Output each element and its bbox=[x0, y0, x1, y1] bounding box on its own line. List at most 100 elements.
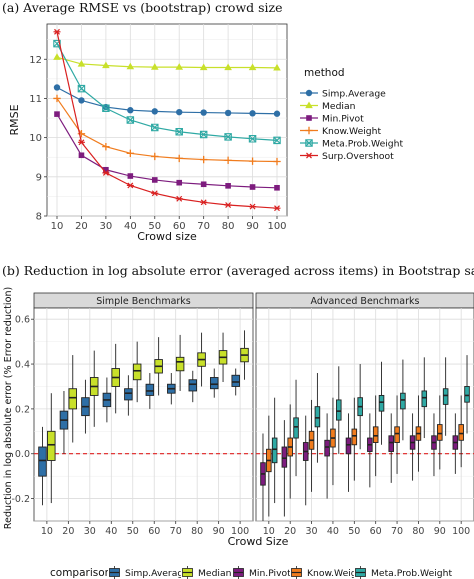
box-median bbox=[218, 332, 228, 382]
data-point-simp-average bbox=[249, 110, 256, 117]
data-point-simp-average bbox=[273, 110, 281, 117]
box-meta-prob-weight bbox=[336, 366, 342, 454]
data-point-know-weight bbox=[151, 152, 159, 161]
data-point-meta-prob-weight bbox=[77, 84, 86, 93]
legend-label: Simp.Average bbox=[322, 89, 386, 100]
data-point-median bbox=[150, 63, 159, 70]
box-simp-average bbox=[231, 368, 240, 396]
box-median bbox=[154, 337, 163, 396]
data-point-know-weight bbox=[248, 157, 257, 165]
box-know-weight bbox=[394, 395, 400, 474]
legend-label: Simp.Average bbox=[125, 568, 189, 579]
data-point-meta-prob-weight bbox=[224, 133, 232, 141]
data-point-know-weight bbox=[126, 149, 135, 158]
data-point-min-pivot bbox=[127, 173, 134, 179]
data-point-surp-overshoot bbox=[53, 28, 61, 35]
figure-a-gridlines bbox=[47, 24, 287, 217]
box-body bbox=[132, 363, 142, 381]
box-median bbox=[47, 393, 56, 504]
data-point-min-pivot bbox=[225, 183, 231, 189]
box-know-weight bbox=[308, 399, 315, 492]
box-simp-average bbox=[167, 373, 176, 405]
y-tick-label: 8 bbox=[36, 212, 42, 223]
x-tick-label: 40 bbox=[124, 221, 137, 232]
legend-marker bbox=[305, 139, 313, 147]
data-point-median bbox=[77, 59, 86, 67]
y-tick-label: 12 bbox=[29, 55, 42, 66]
box-body bbox=[188, 379, 198, 392]
data-point-meta-prob-weight bbox=[199, 130, 208, 139]
x-tick-label: 60 bbox=[370, 526, 382, 537]
box-simp-average bbox=[38, 426, 47, 506]
box-body bbox=[388, 435, 394, 452]
x-tick-label: 70 bbox=[197, 221, 210, 232]
data-point-simp-average bbox=[224, 109, 232, 117]
legend-label: Know.Weight bbox=[307, 568, 366, 579]
data-point-know-weight bbox=[175, 154, 183, 163]
x-tick-label: 80 bbox=[191, 526, 203, 537]
series-line-meta-prob-weight bbox=[56, 43, 278, 141]
data-point-min-pivot bbox=[200, 181, 207, 188]
data-point-min-pivot bbox=[249, 184, 256, 190]
x-tick-label: 100 bbox=[267, 221, 286, 232]
box-meta-prob-weight bbox=[271, 397, 278, 504]
data-point-meta-prob-weight bbox=[102, 104, 110, 112]
legend-item-surp-overshoot: Surp.Overshoot bbox=[300, 151, 394, 162]
box-min-pivot bbox=[388, 413, 394, 483]
x-tick-label: 30 bbox=[306, 526, 318, 537]
y-tick-label: 10 bbox=[29, 133, 42, 144]
x-tick-label: 50 bbox=[127, 526, 139, 537]
legend-item-simp-average: Simp.Average bbox=[108, 566, 189, 579]
figure-a-plot-background bbox=[46, 23, 288, 217]
figure-a-y-ticks: 8 9 10 11 12 bbox=[29, 55, 47, 223]
data-point-median bbox=[273, 63, 281, 71]
box-body bbox=[400, 392, 406, 410]
data-point-median bbox=[175, 63, 184, 70]
facet-strip-label: Simple Benchmarks bbox=[96, 296, 191, 307]
box-meta-prob-weight bbox=[378, 361, 385, 445]
box-meta-prob-weight bbox=[293, 379, 299, 477]
box-body bbox=[209, 377, 219, 390]
data-point-know-weight bbox=[53, 94, 61, 103]
legend-item-meta-prob-weight: Meta.Prob.Weight bbox=[300, 139, 403, 150]
legend-label: Surp.Overshoot bbox=[322, 151, 394, 162]
figure-a-title: (a) Average RMSE vs (bootstrap) crowd si… bbox=[2, 0, 283, 15]
legend-item-median: Median bbox=[300, 101, 356, 112]
data-point-simp-average bbox=[53, 84, 61, 91]
data-point-meta-prob-weight bbox=[126, 116, 135, 124]
data-point-surp-overshoot bbox=[126, 182, 134, 189]
legend-label: Meta.Prob.Weight bbox=[322, 139, 403, 150]
box-min-pivot bbox=[367, 413, 373, 488]
box-body bbox=[293, 417, 299, 439]
box-body bbox=[175, 356, 185, 372]
series-know-weight bbox=[53, 94, 281, 166]
data-point-min-pivot bbox=[103, 166, 109, 173]
x-tick-label: 70 bbox=[391, 526, 403, 537]
x-tick-label: 50 bbox=[348, 526, 360, 537]
box-min-pivot bbox=[409, 413, 416, 481]
figure-b-y-ticks: -0.2 0.0 0.2 0.4 0.6 bbox=[11, 315, 34, 505]
legend-label: Min.Pivot bbox=[249, 568, 291, 579]
box-meta-prob-weight bbox=[421, 357, 428, 439]
box-body bbox=[378, 394, 385, 412]
data-point-simp-average bbox=[176, 108, 183, 116]
data-point-min-pivot bbox=[151, 177, 158, 183]
data-point-surp-overshoot bbox=[249, 203, 257, 210]
x-tick-label: 90 bbox=[434, 526, 446, 537]
box-body bbox=[271, 437, 278, 464]
legend-item-know-weight: Know.Weight bbox=[290, 566, 366, 579]
series-min-pivot bbox=[54, 111, 280, 191]
figure-b-legend-title: comparison bbox=[50, 567, 111, 579]
data-point-know-weight bbox=[102, 142, 110, 151]
box-body bbox=[145, 383, 155, 396]
box-simp-average bbox=[145, 373, 155, 409]
box-meta-prob-weight bbox=[357, 364, 363, 450]
box-simp-average bbox=[102, 377, 112, 423]
data-point-surp-overshoot bbox=[200, 199, 208, 206]
box-median bbox=[89, 350, 99, 427]
data-point-know-weight bbox=[199, 155, 208, 164]
facet-strip-label: Advanced Benchmarks bbox=[310, 296, 419, 307]
figure-a-x-axis-label: Crowd size bbox=[137, 230, 197, 243]
box-median bbox=[111, 343, 120, 414]
box-know-weight bbox=[287, 404, 293, 499]
